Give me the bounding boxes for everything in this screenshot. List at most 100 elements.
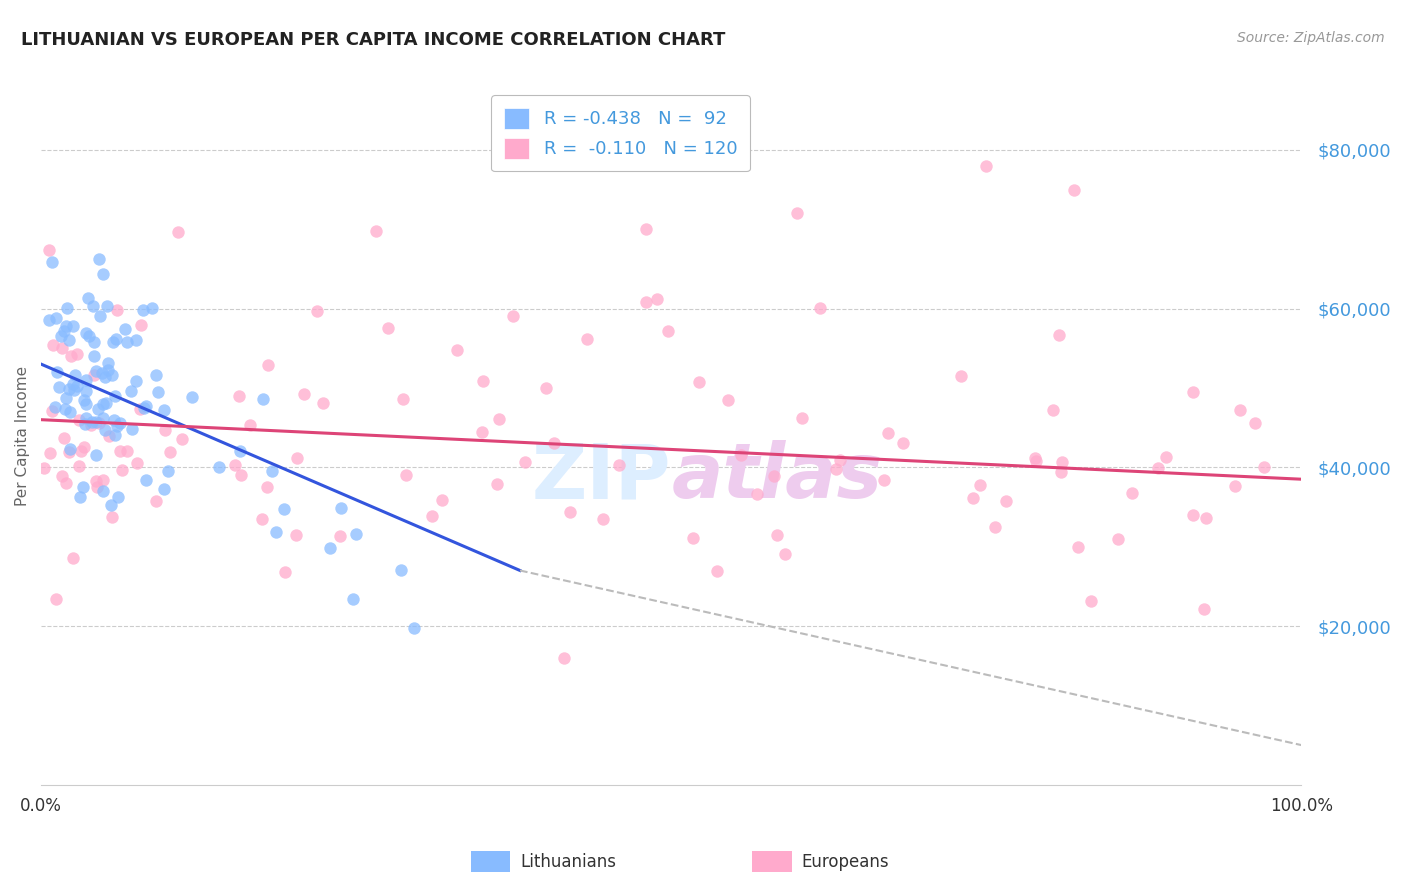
Point xyxy=(44,401,66,415)
Text: ZIP: ZIP xyxy=(531,441,671,515)
Point xyxy=(72,480,94,494)
Point xyxy=(1253,460,1275,475)
Point xyxy=(83,335,105,350)
Point xyxy=(53,324,76,338)
Point xyxy=(329,501,352,516)
Point xyxy=(808,301,831,315)
Y-axis label: Per Capita Income: Per Capita Income xyxy=(15,366,30,506)
Point xyxy=(607,458,630,473)
Point xyxy=(94,370,117,384)
Point xyxy=(97,363,120,377)
Point xyxy=(100,509,122,524)
Point xyxy=(824,461,846,475)
Point xyxy=(91,397,114,411)
Point xyxy=(89,309,111,323)
Point xyxy=(76,292,98,306)
Point xyxy=(284,527,307,541)
Point xyxy=(264,524,287,539)
Point xyxy=(121,422,143,436)
Point xyxy=(145,494,167,508)
Point xyxy=(717,393,740,408)
Point xyxy=(1050,455,1073,469)
Point xyxy=(420,508,443,523)
Text: LITHUANIAN VS EUROPEAN PER CAPITA INCOME CORRELATION CHART: LITHUANIAN VS EUROPEAN PER CAPITA INCOME… xyxy=(21,31,725,49)
Point xyxy=(73,440,96,454)
Point xyxy=(891,435,914,450)
Point xyxy=(107,490,129,504)
Point xyxy=(1024,451,1046,466)
Point xyxy=(682,531,704,545)
Point xyxy=(53,431,76,445)
Point xyxy=(98,429,121,443)
Point xyxy=(1229,403,1251,417)
Point xyxy=(962,491,984,505)
Point xyxy=(104,332,127,346)
Point xyxy=(66,347,89,361)
Point xyxy=(82,299,104,313)
Point xyxy=(730,448,752,462)
Point xyxy=(828,453,851,467)
Point xyxy=(59,442,82,456)
Point xyxy=(745,487,768,501)
Point xyxy=(377,321,399,335)
Text: Lithuanians: Lithuanians xyxy=(520,853,616,871)
Point xyxy=(77,328,100,343)
Point xyxy=(257,358,280,372)
Point xyxy=(94,424,117,438)
Text: atlas: atlas xyxy=(671,441,883,515)
Point xyxy=(876,426,898,441)
Point xyxy=(1156,450,1178,464)
Point xyxy=(75,397,97,411)
Point xyxy=(1025,454,1047,468)
Point xyxy=(157,464,180,478)
Point xyxy=(1192,602,1215,616)
Point xyxy=(224,458,246,473)
Point xyxy=(45,592,67,607)
Point xyxy=(208,459,231,474)
Point xyxy=(80,418,103,433)
Point xyxy=(135,474,157,488)
Point xyxy=(104,389,127,403)
Point xyxy=(75,373,97,387)
Text: Europeans: Europeans xyxy=(801,853,889,871)
Point xyxy=(513,455,536,469)
Point xyxy=(153,403,176,417)
Point xyxy=(404,622,426,636)
Point xyxy=(51,341,73,355)
Point xyxy=(132,401,155,415)
Point xyxy=(62,319,84,334)
Point xyxy=(592,512,614,526)
Point xyxy=(170,432,193,446)
Point xyxy=(389,563,412,577)
Point xyxy=(1147,460,1170,475)
Point xyxy=(62,376,84,391)
Point xyxy=(553,651,575,665)
Point xyxy=(32,460,55,475)
Point xyxy=(41,255,63,269)
Point xyxy=(66,379,89,393)
Point xyxy=(108,444,131,458)
Point xyxy=(645,293,668,307)
Point xyxy=(58,382,80,396)
Point xyxy=(1107,532,1129,546)
Point xyxy=(312,396,335,410)
Point xyxy=(75,417,97,431)
Point xyxy=(129,318,152,332)
Point xyxy=(262,465,284,479)
Point xyxy=(96,299,118,313)
Point xyxy=(97,356,120,370)
Point xyxy=(318,541,340,555)
Point xyxy=(775,547,797,561)
Point xyxy=(46,365,69,379)
Point xyxy=(59,405,82,419)
Point xyxy=(38,244,60,258)
Point xyxy=(153,423,176,437)
Point xyxy=(1063,182,1085,196)
Point xyxy=(239,418,262,433)
Point xyxy=(1194,511,1216,525)
Point xyxy=(543,435,565,450)
Point xyxy=(153,483,176,497)
Point xyxy=(132,302,155,317)
Point xyxy=(84,449,107,463)
Point xyxy=(446,343,468,357)
